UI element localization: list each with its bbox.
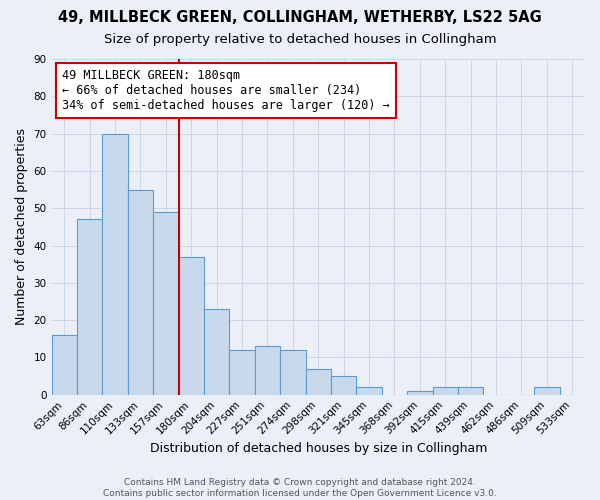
Bar (204, 309, 229, 394)
Bar (153, 212, 179, 394)
Bar (255, 346, 280, 395)
Text: 49, MILLBECK GREEN, COLLINGHAM, WETHERBY, LS22 5AG: 49, MILLBECK GREEN, COLLINGHAM, WETHERBY… (58, 10, 542, 25)
Text: Size of property relative to detached houses in Collingham: Size of property relative to detached ho… (104, 32, 496, 46)
Text: Contains HM Land Registry data © Crown copyright and database right 2024.
Contai: Contains HM Land Registry data © Crown c… (103, 478, 497, 498)
Text: 49 MILLBECK GREEN: 180sqm
← 66% of detached houses are smaller (234)
34% of semi: 49 MILLBECK GREEN: 180sqm ← 66% of detac… (62, 69, 390, 112)
Bar (280, 350, 305, 395)
Bar (534, 388, 560, 394)
Bar (331, 376, 356, 394)
Bar (77, 220, 103, 394)
Bar (128, 190, 153, 394)
Bar (458, 388, 484, 394)
Bar (52, 335, 77, 394)
Bar (103, 134, 128, 394)
Bar (356, 388, 382, 394)
Bar (305, 368, 331, 394)
Bar (179, 256, 204, 394)
Y-axis label: Number of detached properties: Number of detached properties (15, 128, 28, 326)
Bar (407, 391, 433, 394)
Bar (229, 350, 255, 395)
Bar (433, 388, 458, 394)
X-axis label: Distribution of detached houses by size in Collingham: Distribution of detached houses by size … (149, 442, 487, 455)
